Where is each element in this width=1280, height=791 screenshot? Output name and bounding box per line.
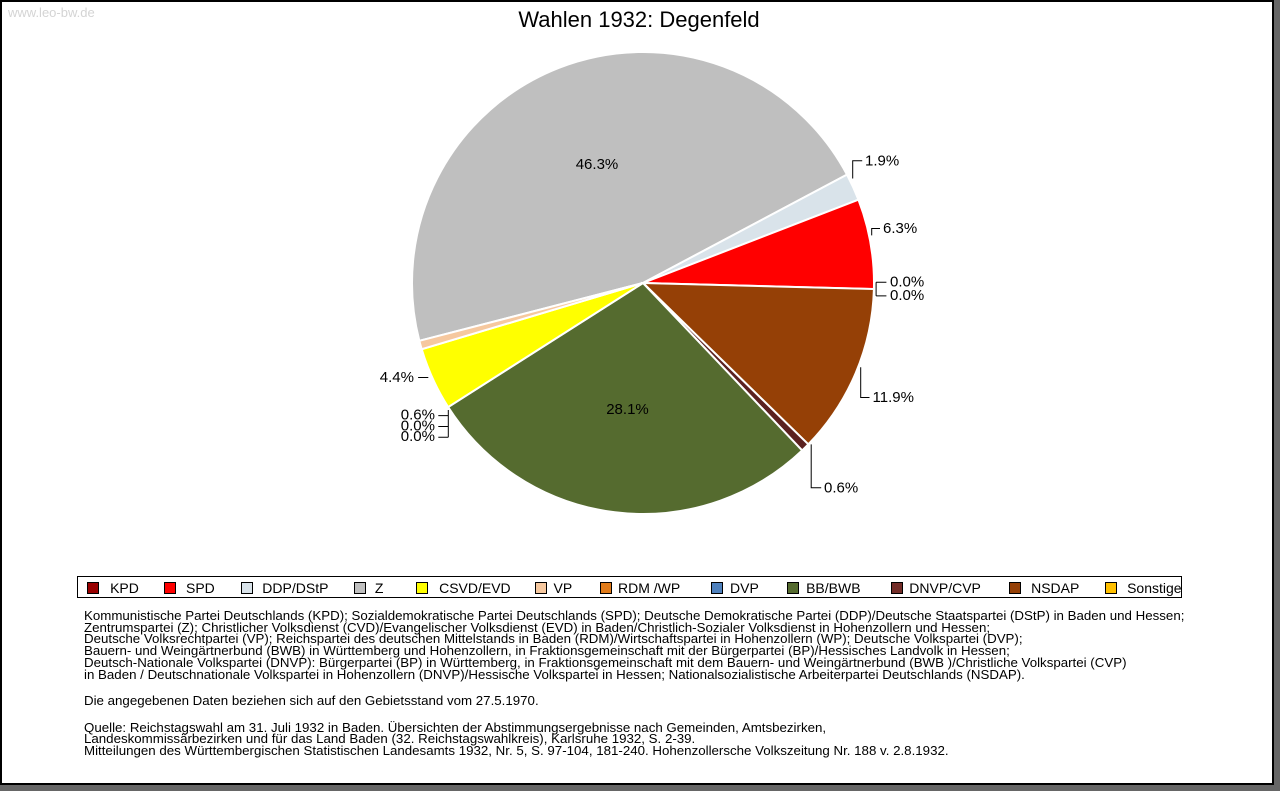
svg-text:11.9%: 11.9% [873,389,914,406]
svg-text:6.3%: 6.3% [883,220,917,237]
svg-text:46.3%: 46.3% [576,156,619,173]
svg-text:0.6%: 0.6% [824,479,858,496]
svg-text:1.9%: 1.9% [865,153,899,170]
svg-text:28.1%: 28.1% [606,401,649,418]
svg-text:4.4%: 4.4% [380,369,414,386]
svg-text:0.0%: 0.0% [890,287,924,304]
svg-text:0.0%: 0.0% [401,428,435,445]
